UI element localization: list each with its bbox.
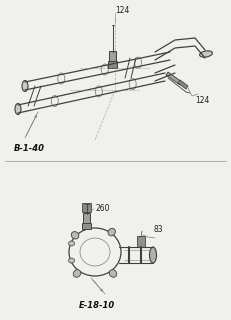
FancyBboxPatch shape [82,223,91,229]
Text: 124: 124 [115,5,129,14]
Ellipse shape [109,270,117,277]
FancyBboxPatch shape [109,52,116,67]
Ellipse shape [149,247,156,263]
Text: 124: 124 [195,95,209,105]
FancyBboxPatch shape [137,236,146,247]
FancyBboxPatch shape [83,213,91,225]
FancyBboxPatch shape [82,204,91,212]
Text: E-18-10: E-18-10 [79,301,115,310]
Ellipse shape [71,232,79,239]
Ellipse shape [69,241,75,246]
Ellipse shape [73,270,81,277]
Ellipse shape [200,51,213,57]
Polygon shape [166,72,182,85]
Ellipse shape [22,81,28,92]
Text: B-1-40: B-1-40 [14,143,45,153]
Ellipse shape [69,258,75,263]
Polygon shape [178,80,188,89]
Ellipse shape [108,228,116,236]
Text: 260: 260 [95,204,109,212]
Ellipse shape [15,103,21,115]
Text: 83: 83 [153,225,163,234]
FancyBboxPatch shape [109,61,118,68]
